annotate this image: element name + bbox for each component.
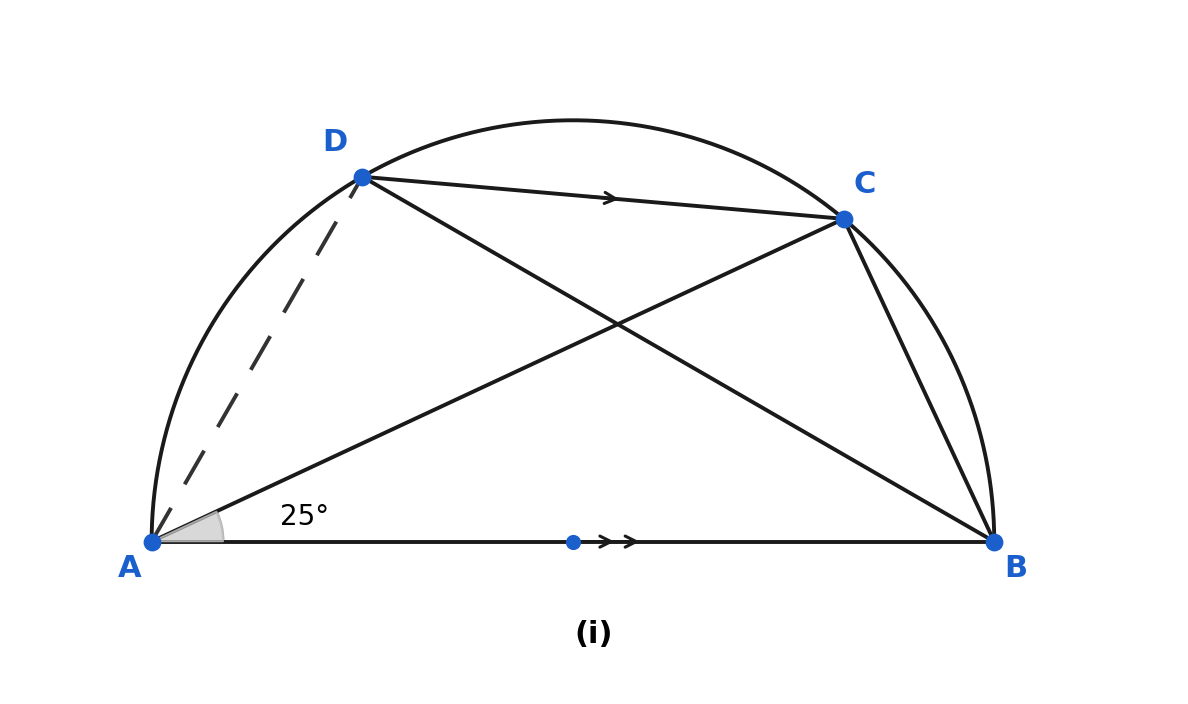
Text: 25°: 25°	[280, 503, 329, 531]
Point	[353, 171, 372, 182]
Text: A: A	[118, 554, 141, 583]
Point	[143, 536, 162, 547]
Point	[563, 536, 582, 547]
Point	[985, 536, 1004, 547]
Point	[834, 213, 853, 225]
Polygon shape	[152, 511, 223, 541]
Text: D: D	[322, 127, 347, 156]
Text: (i): (i)	[575, 620, 613, 649]
Text: C: C	[854, 170, 877, 199]
Text: B: B	[1004, 554, 1028, 583]
